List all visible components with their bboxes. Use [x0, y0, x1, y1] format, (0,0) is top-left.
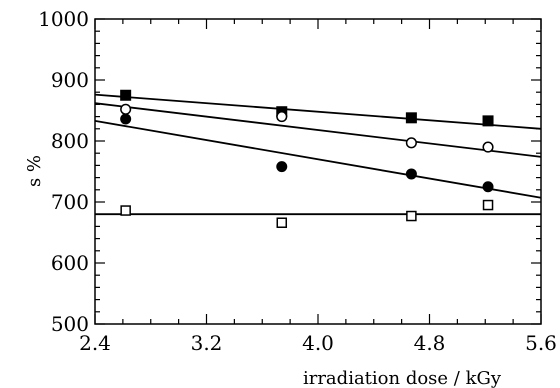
data-point-filled-circle	[120, 113, 132, 125]
fit-line	[94, 102, 542, 158]
x-tick-label: 2.4	[79, 331, 111, 355]
x-tick-label: 4.8	[414, 331, 446, 355]
data-point-filled-circle	[482, 181, 494, 193]
fit-lines	[94, 93, 542, 216]
y-axis-label: s %	[24, 155, 45, 187]
y-tick-label: 500	[51, 312, 89, 336]
data-point-filled-square	[482, 115, 494, 127]
data-point-open-square	[482, 199, 494, 211]
y-tick-label: 1000	[38, 7, 89, 31]
tick-labels: 2.4 3.2 4.0 4.8 5.6 500 600 700 800 900 1000	[38, 7, 557, 355]
data-point-open-square	[276, 217, 288, 228]
y-tick-label: 900	[51, 68, 89, 92]
ticks	[94, 18, 542, 325]
fit-line	[94, 93, 542, 130]
data-point-open-square	[406, 210, 417, 222]
y-tick-label: 600	[51, 251, 89, 275]
y-tick-label: 700	[51, 190, 89, 214]
x-axis-label: irradiation dose / kGy	[303, 368, 502, 388]
x-tick-label: 5.6	[525, 331, 557, 355]
x-tick-label: 3.2	[191, 331, 223, 355]
data-point-filled-circle	[405, 168, 417, 180]
data-point-open-circle	[482, 141, 494, 153]
data-point-open-circle	[405, 137, 417, 149]
data-point-filled-square	[120, 89, 132, 101]
data-point-open-circle	[120, 103, 132, 115]
y-tick-label: 800	[51, 129, 89, 153]
markers	[120, 89, 494, 228]
data-point-open-square	[120, 205, 131, 216]
data-point-filled-circle	[276, 161, 288, 173]
data-point-open-circle	[276, 111, 288, 123]
fit-line	[94, 119, 542, 199]
x-tick-label: 4.0	[302, 331, 334, 355]
data-point-filled-square	[405, 112, 417, 124]
plot-frame	[94, 18, 542, 325]
